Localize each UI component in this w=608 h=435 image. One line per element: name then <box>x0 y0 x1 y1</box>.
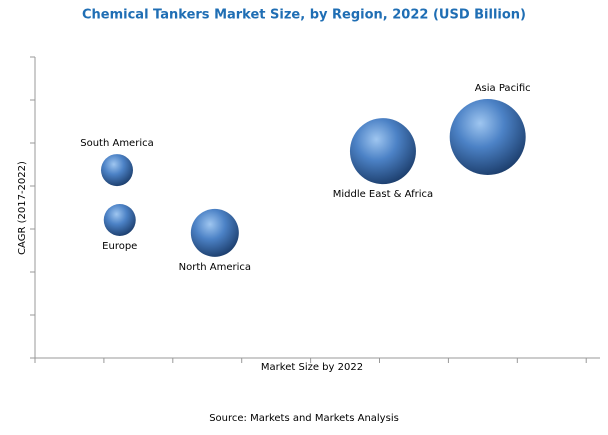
bubble-label: Middle East & Africa <box>333 189 433 200</box>
bubble <box>100 154 133 187</box>
bubble-label: North America <box>179 262 251 273</box>
x-axis-label: Market Size by 2022 <box>261 362 363 373</box>
bubble-label: Europe <box>102 241 137 252</box>
bubble-label: Asia Pacific <box>475 83 531 94</box>
y-axis-label: CAGR (2017-2022) <box>17 161 28 255</box>
bubble-label: South America <box>80 138 154 149</box>
bubble <box>449 98 526 175</box>
bubble <box>103 203 136 236</box>
chart-title: Chemical Tankers Market Size, by Region,… <box>82 8 526 23</box>
bubble <box>190 208 239 257</box>
bubble <box>349 118 416 185</box>
source-note: Source: Markets and Markets Analysis <box>209 413 399 424</box>
